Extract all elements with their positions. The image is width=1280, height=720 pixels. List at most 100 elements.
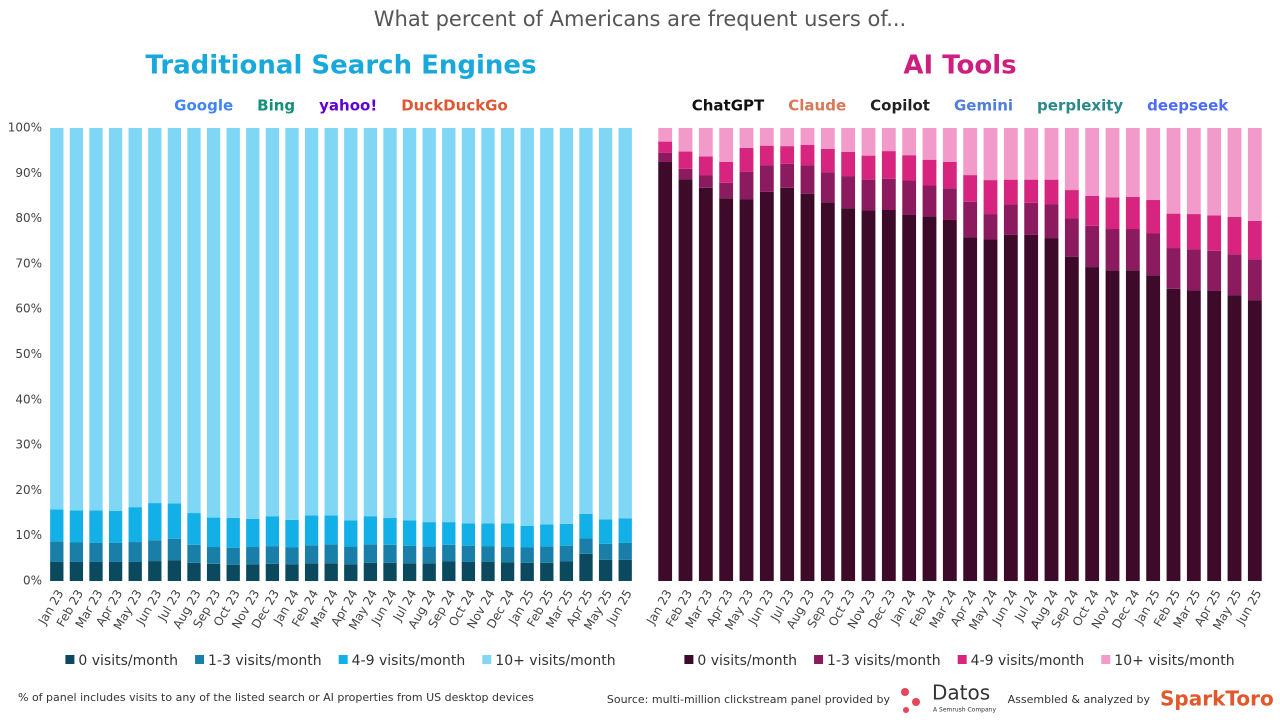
bar-segment	[1146, 200, 1161, 234]
bar-segment	[881, 151, 896, 179]
bar-segment	[187, 128, 201, 514]
bar-segment	[1085, 195, 1100, 226]
bar-segment	[128, 561, 142, 581]
bar-segment	[246, 564, 260, 581]
bar-segment	[324, 515, 338, 545]
bar-segment	[559, 523, 574, 546]
bar-segment	[285, 128, 299, 520]
bar-segment	[108, 561, 123, 581]
legend-swatch	[957, 655, 967, 664]
bar-segment	[559, 561, 574, 581]
bar-segment	[285, 547, 299, 565]
bar-segment	[902, 128, 917, 156]
bar-segment	[481, 128, 495, 524]
logo: Claude	[788, 97, 846, 115]
bar-segment	[1146, 128, 1161, 201]
bar-segment	[942, 219, 957, 582]
bar-segment	[983, 128, 998, 181]
bar-segment	[540, 562, 554, 581]
bar-segment	[206, 547, 221, 564]
bar-segment	[402, 128, 417, 521]
bar-segment	[902, 155, 917, 181]
bar-segment	[1085, 128, 1100, 196]
bar-segment	[579, 538, 593, 554]
bar-segment	[1003, 204, 1018, 235]
bar-segment	[69, 542, 84, 562]
bar-segment	[841, 128, 856, 153]
bar-segment	[148, 540, 162, 562]
bar-segment	[344, 520, 358, 547]
bar-segment	[618, 559, 632, 581]
bar-segment	[759, 165, 774, 192]
bar-segment	[759, 145, 774, 166]
bar-segment	[187, 562, 201, 581]
bar-segment	[963, 175, 978, 202]
sparktoro-name: SparkToro	[1160, 687, 1274, 711]
bar-segment	[128, 542, 142, 562]
logo: Gemini	[954, 97, 1013, 115]
bar-segment	[800, 193, 815, 581]
legend-label: 4-9 visits/month	[352, 653, 466, 669]
bar-segment	[800, 128, 815, 145]
bar-segment	[902, 180, 917, 215]
bar-segment	[1227, 295, 1242, 581]
bar-segment	[422, 128, 436, 523]
bar-segment	[383, 518, 397, 545]
bar-segment	[89, 128, 103, 511]
bar-segment	[678, 179, 693, 581]
bar-segment	[1247, 259, 1262, 301]
bar-segment	[1207, 250, 1222, 291]
y-tick-label: 80%	[15, 211, 42, 225]
legend-label: 4-9 visits/month	[971, 653, 1085, 669]
bar-segment	[246, 547, 260, 565]
bar-segment	[841, 208, 856, 581]
bar-segment	[206, 517, 221, 548]
bar-segment	[1207, 128, 1222, 216]
bar-segment	[1227, 254, 1242, 296]
datos-icon	[901, 688, 909, 696]
bar-segment	[304, 515, 319, 546]
bar-segment	[719, 161, 734, 183]
datos-name: Datos	[932, 681, 990, 705]
bar-segment	[1024, 202, 1039, 235]
bar-segment	[678, 168, 693, 180]
bar-segment	[780, 187, 795, 581]
bar-segment	[922, 185, 937, 217]
bar-segment	[108, 128, 123, 511]
bar-segment	[108, 510, 123, 543]
bar-segment	[739, 147, 754, 172]
legend-label: 10+ visits/month	[1114, 653, 1234, 669]
bar-segment	[363, 562, 378, 581]
main-title: What percent of Americans are frequent u…	[374, 7, 907, 31]
bar-segment	[841, 176, 856, 209]
bar-segment	[1105, 128, 1120, 198]
bar-segment	[520, 525, 534, 548]
bar-segment	[861, 128, 876, 156]
bar-segment	[304, 545, 319, 564]
bar-segment	[861, 179, 876, 211]
bar-segment	[148, 128, 162, 504]
bar-segment	[1044, 238, 1059, 582]
legend-label: 1-3 visits/month	[208, 653, 322, 669]
bar-segment	[206, 563, 221, 581]
bar-segment	[1024, 234, 1039, 581]
assembled: Assembled & analyzed by	[1008, 693, 1151, 706]
legend-swatch	[1101, 655, 1111, 664]
logo: perplexity	[1037, 97, 1123, 115]
bar-segment	[442, 522, 456, 545]
bar-segment	[1186, 290, 1201, 581]
y-tick-label: 40%	[15, 392, 42, 406]
bar-segment	[579, 128, 593, 514]
bar-segment	[1166, 248, 1181, 289]
bar-segment	[540, 128, 554, 525]
y-tick-label: 50%	[15, 347, 42, 361]
bar-segment	[698, 175, 713, 188]
bar-segment	[1227, 128, 1242, 217]
bar-segment	[881, 128, 896, 152]
bar-segment	[128, 507, 142, 543]
bar-segment	[383, 562, 397, 581]
bar-segment	[1044, 179, 1059, 205]
bar-segment	[820, 202, 835, 582]
bar-segment	[658, 141, 673, 153]
datos-tag: A Semrush Company	[933, 707, 996, 714]
